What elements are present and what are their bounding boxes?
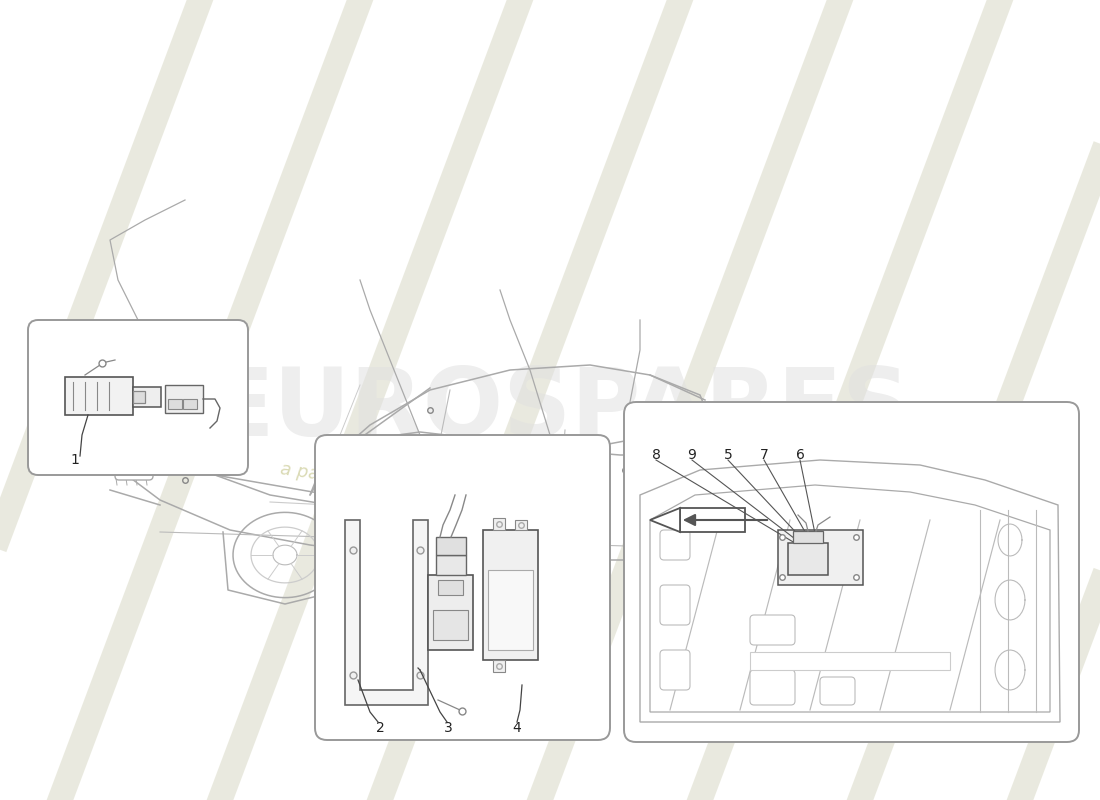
FancyBboxPatch shape [133,387,161,407]
FancyBboxPatch shape [493,518,505,530]
Text: M: M [144,435,152,445]
Text: 9: 9 [688,448,696,462]
FancyBboxPatch shape [750,615,795,645]
FancyBboxPatch shape [428,575,473,650]
FancyBboxPatch shape [750,670,795,705]
Text: 5: 5 [724,448,733,462]
FancyBboxPatch shape [515,520,527,530]
FancyBboxPatch shape [793,531,823,543]
FancyBboxPatch shape [438,580,463,595]
FancyBboxPatch shape [165,385,204,413]
Text: 7: 7 [760,448,769,462]
FancyBboxPatch shape [168,399,182,409]
FancyBboxPatch shape [660,585,690,625]
FancyBboxPatch shape [788,543,828,575]
FancyBboxPatch shape [436,555,466,575]
Polygon shape [345,520,428,705]
FancyBboxPatch shape [820,677,855,705]
FancyBboxPatch shape [660,650,690,690]
Text: EUROSPARES: EUROSPARES [209,364,911,456]
FancyBboxPatch shape [65,377,133,415]
FancyBboxPatch shape [433,610,468,640]
FancyBboxPatch shape [133,391,145,403]
FancyBboxPatch shape [660,530,690,560]
Text: 8: 8 [651,448,660,462]
FancyBboxPatch shape [436,537,466,555]
Text: 4: 4 [513,721,521,735]
Text: 6: 6 [795,448,804,462]
FancyBboxPatch shape [116,462,153,480]
FancyBboxPatch shape [680,508,745,532]
Text: 2: 2 [375,721,384,735]
FancyBboxPatch shape [778,530,864,585]
Text: 1: 1 [70,453,79,467]
FancyBboxPatch shape [315,435,610,740]
FancyBboxPatch shape [750,652,950,670]
FancyBboxPatch shape [624,402,1079,742]
Text: 3: 3 [443,721,452,735]
FancyBboxPatch shape [483,530,538,660]
Text: a passion for Maserati since 1985: a passion for Maserati since 1985 [278,460,581,520]
FancyBboxPatch shape [28,320,248,475]
FancyBboxPatch shape [183,399,197,409]
FancyBboxPatch shape [493,660,505,672]
FancyBboxPatch shape [488,570,534,650]
Polygon shape [650,508,680,532]
